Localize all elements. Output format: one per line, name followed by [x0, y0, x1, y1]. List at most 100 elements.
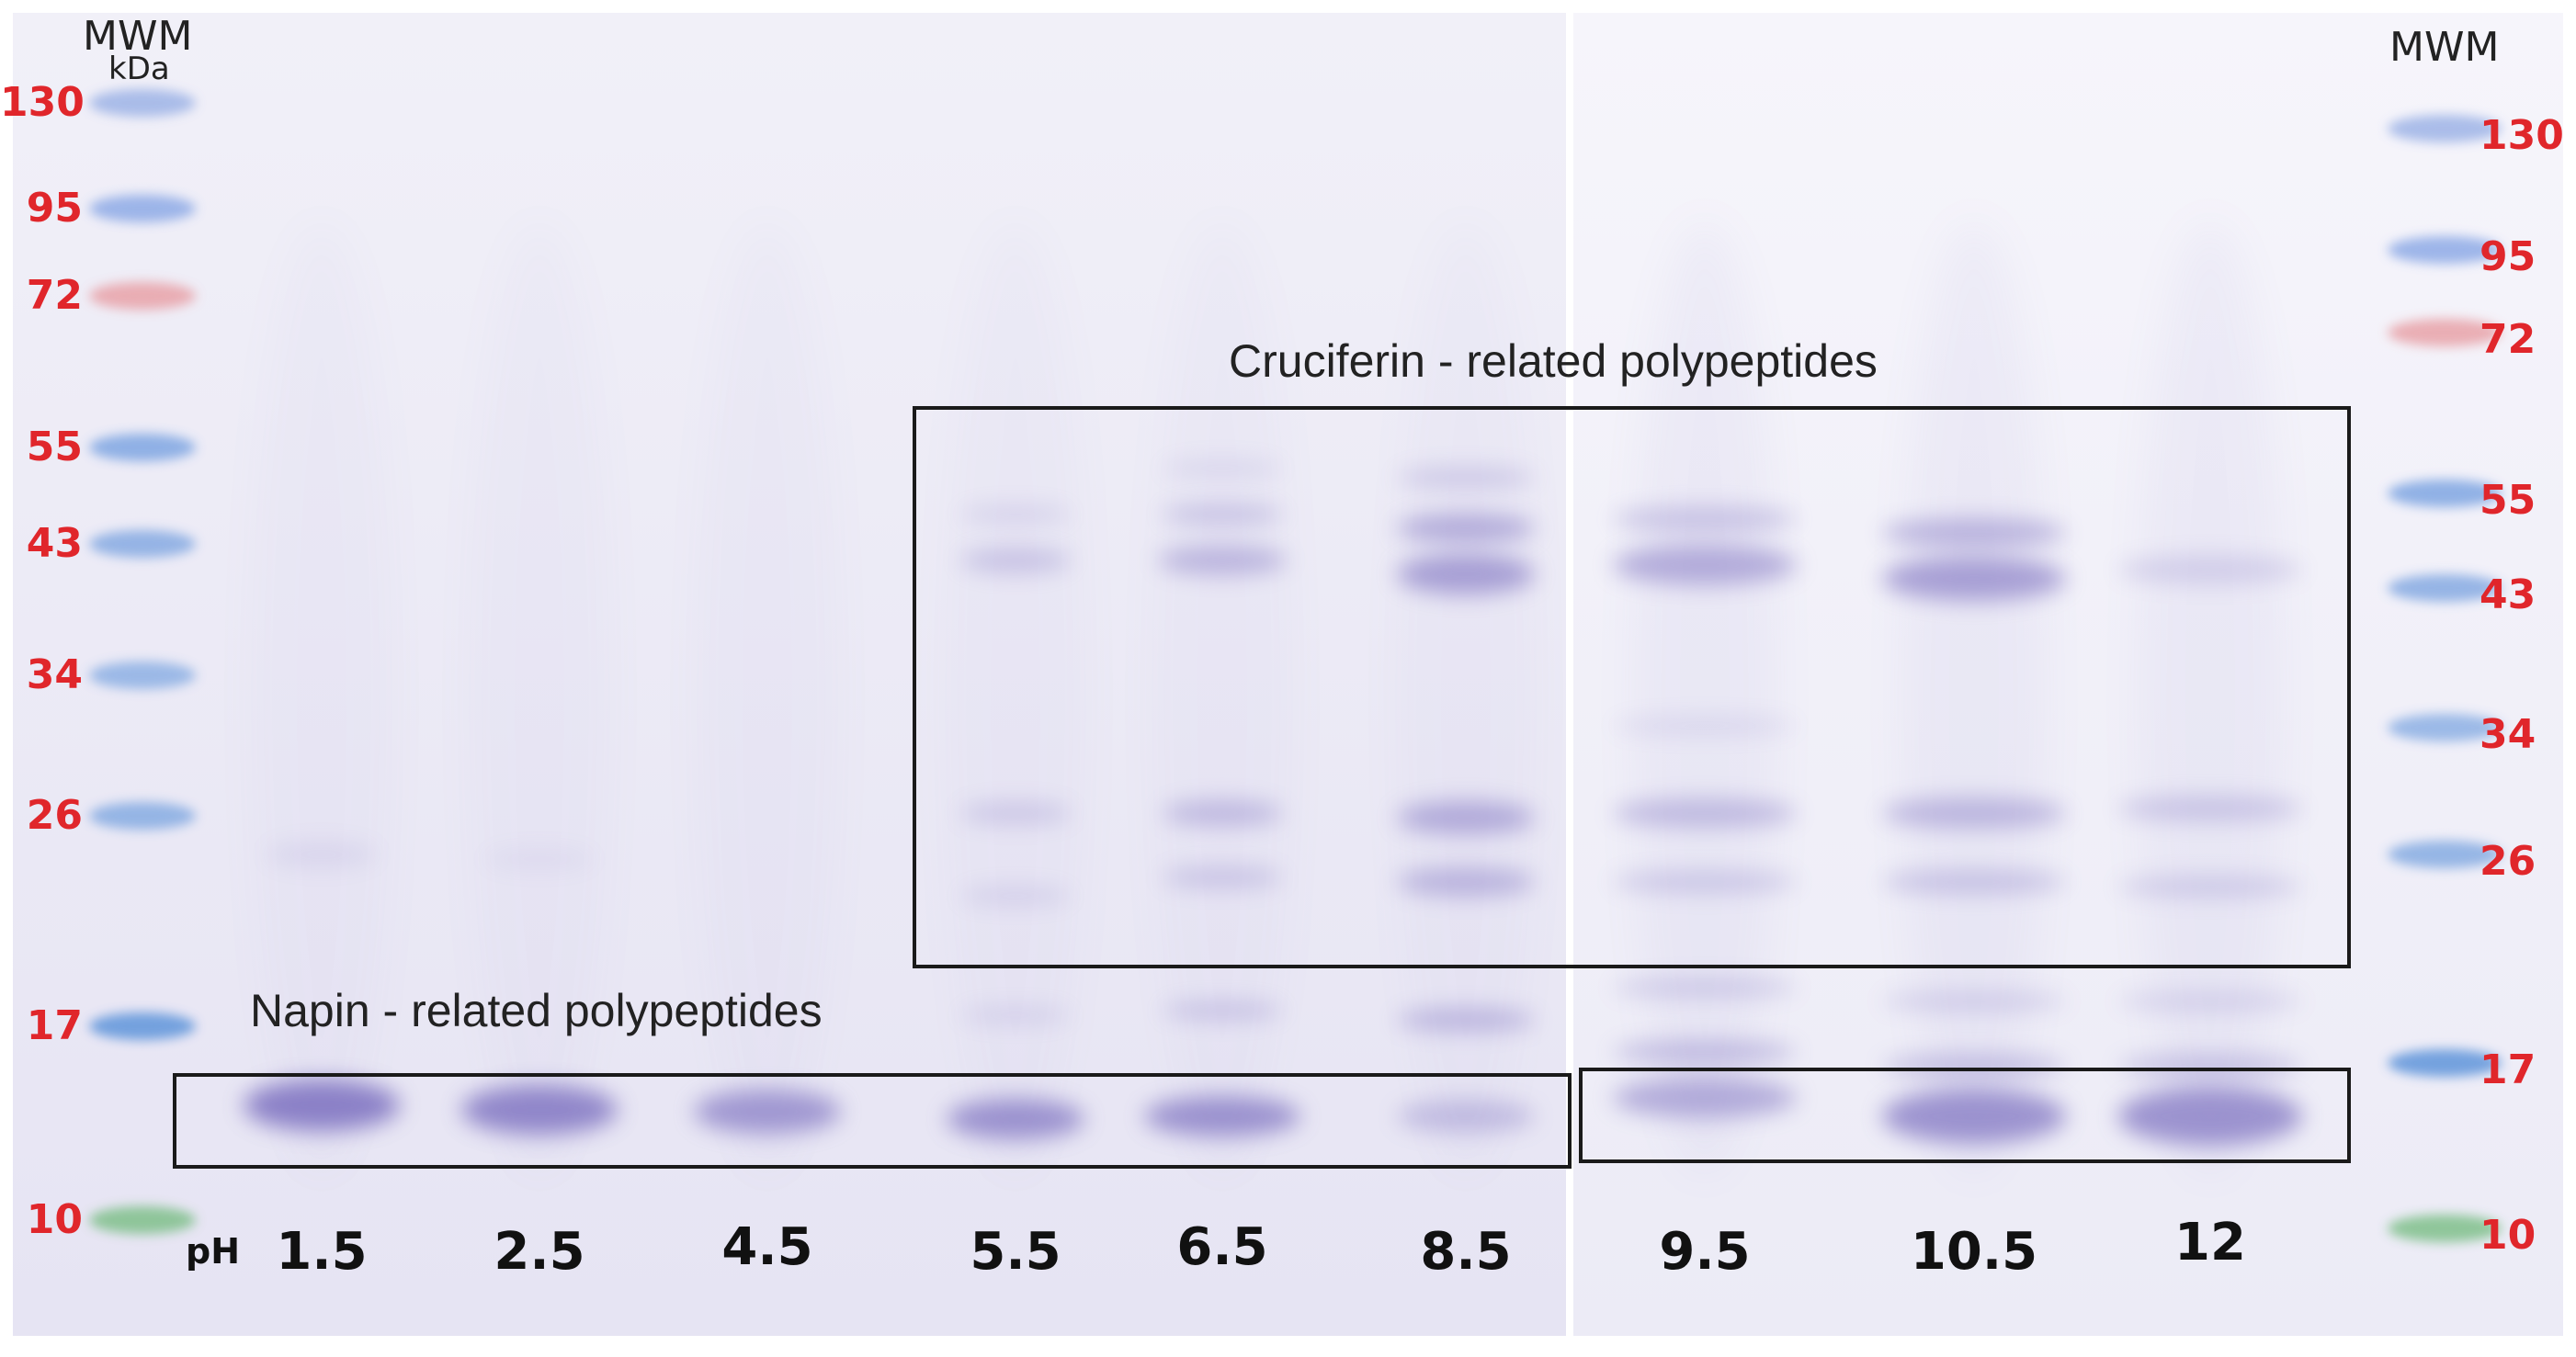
lane-label-ph-4.5: 4.5 [721, 1217, 813, 1277]
mwm-left-label-43: 43 [26, 520, 83, 567]
napin-region-box-right [1579, 1068, 2351, 1163]
lane-label-ph-10.5: 10.5 [1910, 1222, 2038, 1282]
mwm-left-label-130: 130 [0, 79, 85, 126]
protein-band [484, 848, 595, 870]
ladder-right-band [2388, 841, 2502, 868]
mwm-right-label-34: 34 [2480, 711, 2536, 758]
protein-band [1613, 798, 1797, 828]
protein-band [1613, 1041, 1797, 1063]
ladder-left-band [89, 662, 196, 689]
ladder-right-band [2388, 1215, 2502, 1242]
protein-band [1163, 1001, 1282, 1020]
lane-label-ph-2.5: 2.5 [494, 1222, 585, 1282]
protein-band [2118, 1055, 2302, 1077]
protein-band [1613, 717, 1797, 735]
lane-label-ph-5.5: 5.5 [970, 1222, 1061, 1282]
protein-band [1882, 1055, 2066, 1077]
protein-band [1397, 1100, 1535, 1133]
mwm-right-label-55: 55 [2480, 477, 2536, 524]
protein-band [1882, 870, 2066, 894]
ladder-right-band [2388, 319, 2502, 346]
mwm-left-label-95: 95 [26, 185, 83, 232]
ladder-right-band [2388, 236, 2502, 264]
mwm-left-label-72: 72 [26, 272, 83, 319]
ladder-left-band [89, 530, 196, 558]
protein-band [1397, 1008, 1535, 1032]
protein-band [1397, 801, 1535, 834]
mwm-left-label-26: 26 [26, 792, 83, 839]
band-layer [244, 221, 2302, 1176]
protein-band [1613, 871, 1797, 893]
mwm-right-label-130: 130 [2480, 112, 2564, 159]
cruciferin-region-box [913, 406, 2351, 968]
napin-region-box-left [173, 1073, 1572, 1169]
protein-band [960, 1007, 1071, 1023]
protein-band [2118, 555, 2302, 584]
lane-smear [1901, 221, 2048, 1176]
lane-label-ph-1.5: 1.5 [276, 1222, 368, 1282]
mwm-left-label-17: 17 [26, 1002, 83, 1049]
protein-band [1882, 797, 2066, 829]
ladder-right-band [2388, 480, 2502, 507]
ladder-layer [89, 89, 2502, 1242]
protein-band [1144, 1096, 1300, 1136]
mwm-right-label-43: 43 [2480, 571, 2536, 618]
protein-band [960, 887, 1071, 905]
mwm-right-label-10: 10 [2480, 1212, 2536, 1259]
protein-band [1397, 554, 1535, 594]
lane-label-ph-6.5: 6.5 [1176, 1217, 1268, 1277]
ladder-right-band [2388, 115, 2502, 142]
mwm-left-title: MWM [83, 13, 193, 60]
protein-band [1163, 503, 1282, 526]
cruciferin-region-label: Cruciferin - related polypeptides [1229, 335, 1878, 387]
protein-band [1397, 514, 1535, 543]
protein-band [1613, 1078, 1797, 1118]
protein-band [1613, 545, 1797, 585]
protein-band [694, 1090, 841, 1134]
protein-band [2118, 992, 2302, 1011]
protein-band [960, 548, 1071, 573]
mwm-left-unit: kDa [108, 51, 170, 87]
protein-band [1613, 506, 1797, 532]
ph-prefix-label: pH [186, 1231, 241, 1272]
mwm-left-label-34: 34 [26, 651, 83, 698]
ladder-left-band [89, 89, 196, 117]
protein-band [960, 505, 1071, 524]
ladder-right-band [2388, 714, 2502, 741]
ladder-left-band [89, 802, 196, 830]
lane-label-ph-8.5: 8.5 [1420, 1222, 1512, 1282]
mwm-right-title: MWM [2389, 24, 2500, 71]
lane-smear [1631, 221, 1778, 1176]
lane-smear [2137, 221, 2284, 1176]
protein-band [461, 1085, 618, 1135]
protein-band [1397, 867, 1535, 897]
protein-band [267, 842, 377, 867]
ladder-left-band [89, 434, 196, 461]
napin-region-label: Napin - related polypeptides [250, 985, 823, 1036]
mwm-right-label-72: 72 [2480, 316, 2536, 363]
ladder-left-band [89, 1206, 196, 1234]
protein-band [244, 1080, 400, 1131]
ladder-right-band [2388, 1049, 2502, 1077]
mwm-left-label-10: 10 [26, 1196, 83, 1243]
protein-band [1882, 518, 2066, 548]
mwm-right-label-26: 26 [2480, 838, 2536, 885]
protein-band [1613, 978, 1797, 997]
protein-band [947, 1099, 1084, 1139]
protein-band [2118, 1087, 2302, 1146]
protein-band [1882, 1089, 2066, 1144]
ladder-left-band [89, 282, 196, 310]
protein-band [2118, 796, 2302, 821]
mwm-right-label-95: 95 [2480, 233, 2536, 280]
protein-band [1882, 992, 2066, 1011]
protein-band [1882, 557, 2066, 601]
ladder-right-band [2388, 574, 2502, 602]
ladder-left-band [89, 1012, 196, 1040]
protein-band [1163, 866, 1282, 888]
protein-band [960, 802, 1071, 824]
lane-label-ph-12: 12 [2174, 1213, 2246, 1272]
protein-band [1397, 467, 1535, 489]
lane-label-ph-9.5: 9.5 [1659, 1222, 1751, 1282]
